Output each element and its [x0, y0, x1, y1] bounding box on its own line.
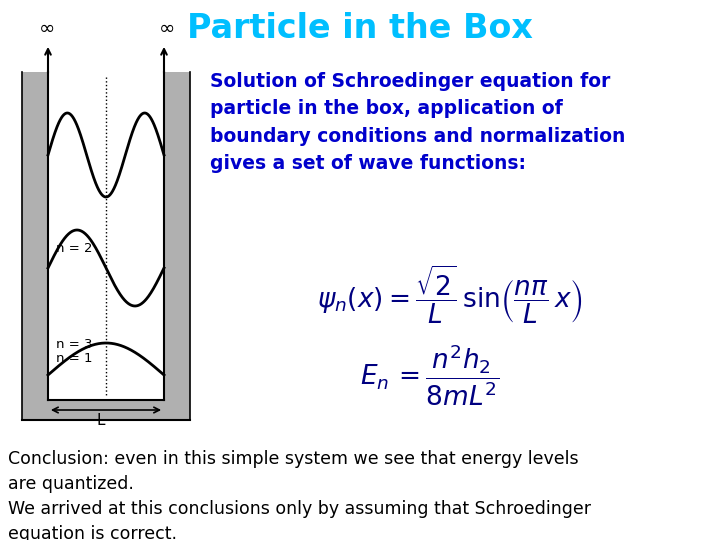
Text: $E_n\, =\dfrac{n^2 h_2}{8mL^2}$: $E_n\, =\dfrac{n^2 h_2}{8mL^2}$ — [360, 342, 500, 408]
Bar — [22, 72, 190, 420]
Text: Conclusion: even in this simple system we see that energy levels
are quantized.
: Conclusion: even in this simple system w… — [8, 450, 591, 540]
Text: n = 1: n = 1 — [56, 352, 92, 365]
Text: n = 2: n = 2 — [56, 241, 92, 254]
Text: $\infty$: $\infty$ — [38, 18, 54, 37]
Text: $\infty$: $\infty$ — [158, 18, 174, 37]
Text: Solution of Schroedinger equation for
particle in the box, application of
bounda: Solution of Schroedinger equation for pa… — [210, 72, 626, 173]
Bar — [48, 72, 164, 400]
Text: $\psi_n(x) =\dfrac{\sqrt{2}}{L}\,\sin\!\left(\dfrac{n\pi}{L}\,x\right)$: $\psi_n(x) =\dfrac{\sqrt{2}}{L}\,\sin\!\… — [317, 264, 583, 326]
Text: L: L — [96, 413, 105, 428]
Text: Particle in the Box: Particle in the Box — [187, 11, 533, 44]
Text: n = 3: n = 3 — [56, 339, 92, 352]
